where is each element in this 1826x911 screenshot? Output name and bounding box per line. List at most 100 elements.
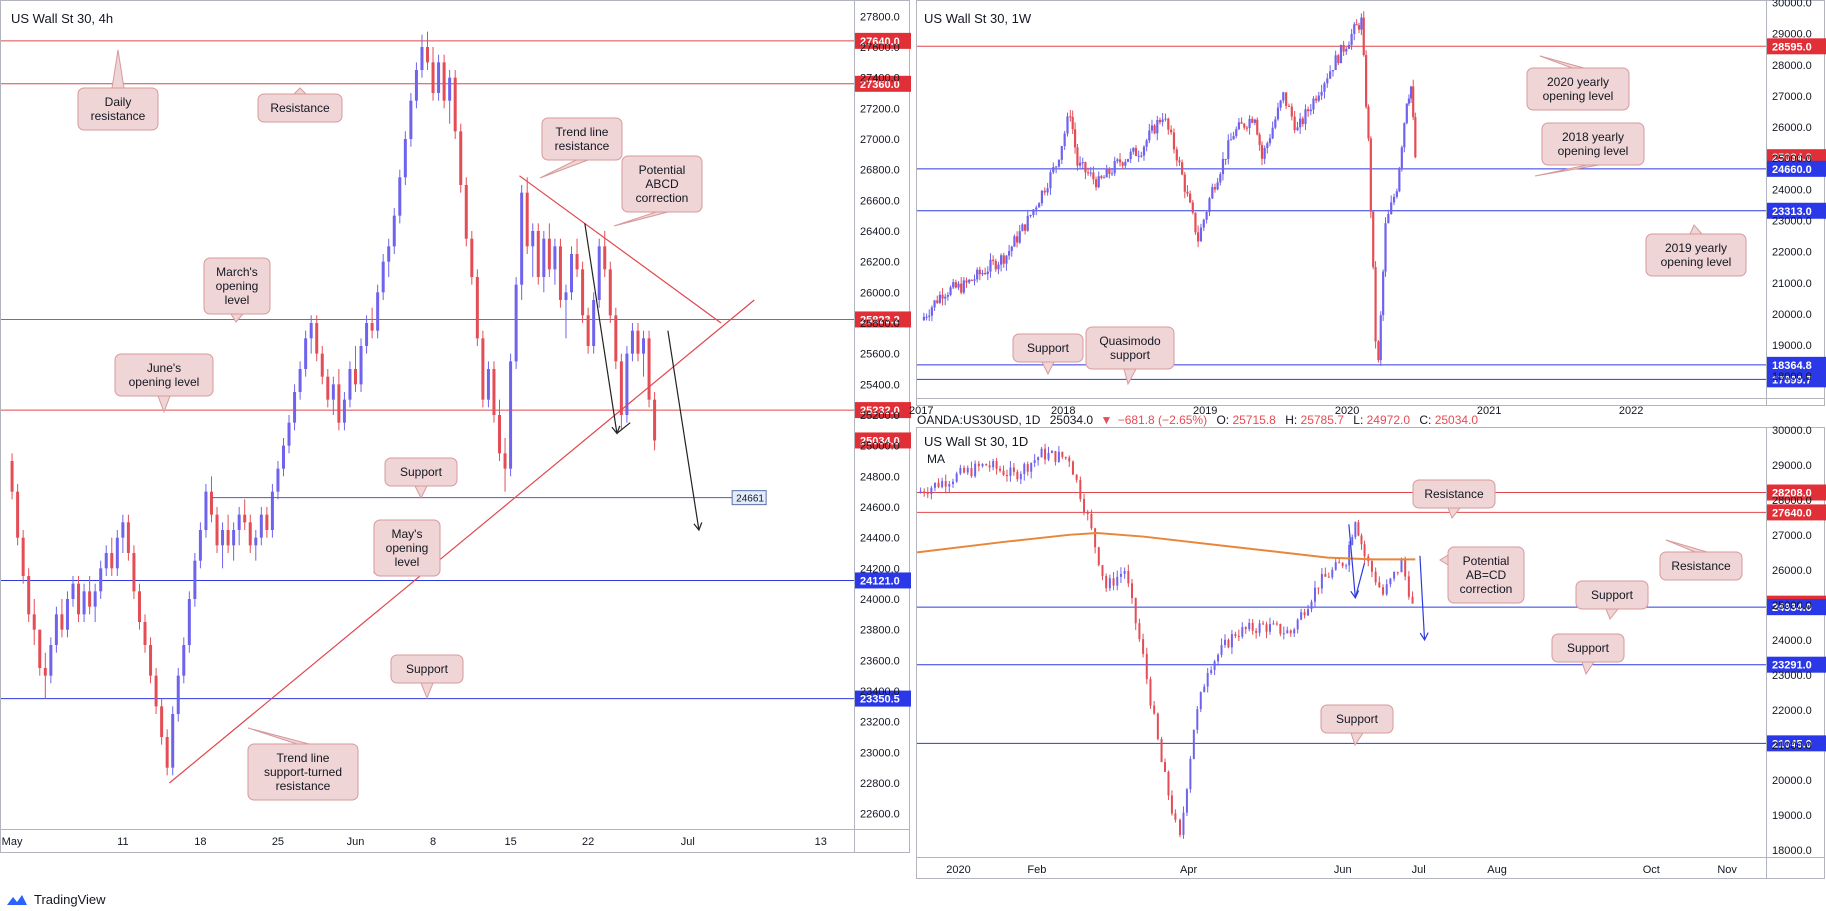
callout-support[interactable]: Support <box>390 654 464 700</box>
callout-support[interactable]: Support <box>1320 704 1394 747</box>
candle-body <box>963 467 966 473</box>
candle-body <box>110 553 114 569</box>
x-tick-label: Jun <box>347 836 365 848</box>
d1-time-axis[interactable]: 2020 Feb Apr Jun Jul Aug Oct Nov <box>946 864 1737 876</box>
candle-body <box>43 668 47 676</box>
projection-arrow[interactable] <box>616 422 631 434</box>
w1-price-axis[interactable]: 18000.0 19000.0 20000.0 21000.0 22000.0 23000… <box>1772 0 1812 383</box>
y-tick-label: 27000.0 <box>1772 91 1812 103</box>
d1-price-axis[interactable]: 18000.0 19000.0 20000.0 21000.0 22000.0 23000… <box>1772 425 1812 857</box>
callout-box <box>203 257 271 315</box>
candle-body <box>1194 212 1197 233</box>
candle-body <box>968 279 971 283</box>
callout-resistance[interactable]: Resistance <box>1412 479 1496 519</box>
w1-time-axis[interactable]: 2017 2018 2019 2020 2021 2022 <box>909 405 1643 417</box>
projection-arrow[interactable] <box>584 223 621 435</box>
candle-body <box>930 307 934 316</box>
candle-body <box>1023 464 1026 474</box>
candle-body <box>1008 251 1011 256</box>
y-tick-label: 19000.0 <box>1772 810 1812 822</box>
callout-box <box>1659 551 1743 581</box>
projection-arrow[interactable] <box>1348 524 1360 600</box>
candle-body <box>1374 267 1377 342</box>
candle-body <box>1097 176 1100 188</box>
candle-body <box>608 269 612 316</box>
candle-body <box>1244 627 1247 630</box>
candle-body <box>1158 120 1162 123</box>
candle-body <box>470 238 474 277</box>
trend-line[interactable] <box>519 175 722 324</box>
w1-chart-title: US Wall St 30, 1W <box>924 11 1032 26</box>
candle-body <box>1353 24 1356 34</box>
candle-body <box>1234 634 1237 636</box>
candle-body <box>1060 146 1063 160</box>
x-tick-label: 2022 <box>1619 405 1643 417</box>
projection-arrow[interactable] <box>1419 555 1429 642</box>
candle-body <box>1189 193 1192 203</box>
x-tick-label: 2021 <box>1477 405 1501 417</box>
callout-text: Support <box>1336 712 1379 726</box>
x-tick-label: Jun <box>1334 864 1352 876</box>
candle-body <box>514 284 518 362</box>
candle-body <box>459 131 463 185</box>
candle-body <box>1064 456 1067 458</box>
y-tick-label: 22800.0 <box>860 778 900 790</box>
h4-time-axis[interactable]: May 11 18 25 Jun 8 15 22 Jul 13 <box>2 836 827 848</box>
callout-support[interactable]: Support <box>384 457 458 500</box>
candle-body <box>1307 109 1310 112</box>
candle-body <box>1258 134 1261 145</box>
candle-body <box>1313 587 1316 602</box>
candle-body <box>1123 571 1126 574</box>
candle-body <box>16 491 20 538</box>
tradingview-brand[interactable]: TradingView <box>34 892 106 907</box>
y-tick-label: 24000.0 <box>1772 184 1812 196</box>
candle-body <box>1153 705 1156 714</box>
candle-body <box>1334 55 1337 71</box>
projection-arrow[interactable] <box>1354 562 1366 599</box>
price-level-badge <box>855 402 911 419</box>
candle-body <box>1192 729 1195 759</box>
candle-body <box>1227 140 1230 160</box>
callout-text: Support <box>1027 341 1070 355</box>
candle-body <box>1145 140 1148 147</box>
candle-body <box>1131 583 1134 599</box>
candle-body <box>1400 559 1403 573</box>
candle-body <box>1203 686 1206 693</box>
price-level-badge <box>1767 735 1826 752</box>
y-tick-label: 27000.0 <box>860 134 900 146</box>
candle-body <box>1021 224 1024 232</box>
candle-body <box>974 463 977 477</box>
y-tick-label: 18000.0 <box>1772 371 1812 383</box>
projection-arrow[interactable] <box>667 330 703 532</box>
candle-body <box>1258 623 1261 633</box>
candle-body <box>941 294 944 299</box>
y-tick-label: 18000.0 <box>1772 845 1812 857</box>
trend-line[interactable] <box>169 299 755 784</box>
h4-price-axis[interactable]: 22600.0 22800.0 23000.0 23200.0 23400.0 23600… <box>860 11 900 820</box>
callout-resistance[interactable]: Resistance <box>1659 539 1743 581</box>
price-level-badge <box>1767 202 1826 219</box>
x-tick-label: 18 <box>194 836 206 848</box>
callout-support[interactable]: Support <box>1575 580 1649 620</box>
callout-support[interactable]: Support <box>1012 333 1084 376</box>
candle-body <box>1076 147 1079 166</box>
candle-body <box>1360 17 1363 30</box>
candle-body <box>426 47 429 63</box>
callout-support[interactable]: Support <box>1551 633 1625 676</box>
moving-average-line[interactable] <box>917 532 1416 561</box>
candle-body <box>970 279 973 281</box>
callout-resistance[interactable]: Resistance <box>257 87 343 123</box>
candle-body <box>1149 679 1152 706</box>
